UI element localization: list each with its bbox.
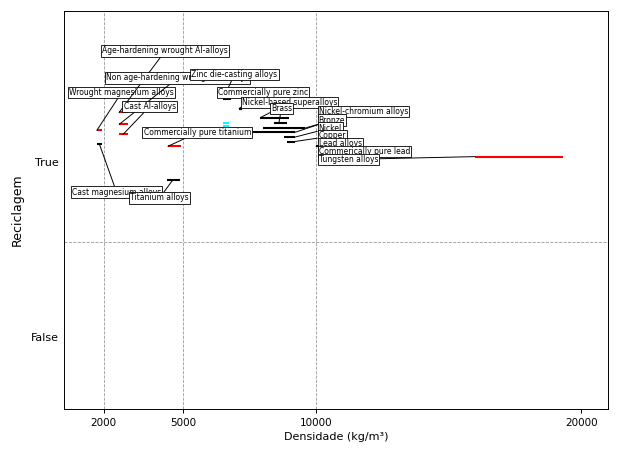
Text: Commerically pure lead: Commerically pure lead [319, 147, 410, 156]
Text: Commercially pure titanium: Commercially pure titanium [144, 128, 251, 146]
Text: Cast magnesium alloys: Cast magnesium alloys [72, 145, 161, 197]
Y-axis label: Reciclagem: Reciclagem [11, 173, 24, 246]
Text: Age-hardening wrought Al-alloys: Age-hardening wrought Al-alloys [102, 46, 228, 112]
Text: Nickel-based superalloys: Nickel-based superalloys [241, 98, 337, 118]
Text: Nickel: Nickel [295, 124, 342, 137]
Text: Bronze: Bronze [295, 116, 345, 132]
Text: Non age-hardening wrought Al-alloys: Non age-hardening wrought Al-alloys [106, 73, 249, 125]
Text: Copper: Copper [295, 131, 346, 141]
Text: Cast Al-alloys: Cast Al-alloys [123, 102, 176, 135]
Text: Tungsten alloys: Tungsten alloys [319, 155, 475, 164]
Text: Wrought magnesium alloys: Wrought magnesium alloys [69, 88, 174, 130]
Text: Nickel-chromium alloys: Nickel-chromium alloys [305, 107, 408, 128]
Text: Titanium alloys: Titanium alloys [130, 180, 189, 202]
Text: Lead alloys: Lead alloys [316, 140, 361, 149]
Text: Brass: Brass [271, 104, 292, 123]
Text: Commercially pure zinc: Commercially pure zinc [218, 88, 308, 109]
Text: Zinc die-casting alloys: Zinc die-casting alloys [191, 70, 277, 99]
X-axis label: Densidade (kg/m³): Densidade (kg/m³) [284, 432, 388, 442]
